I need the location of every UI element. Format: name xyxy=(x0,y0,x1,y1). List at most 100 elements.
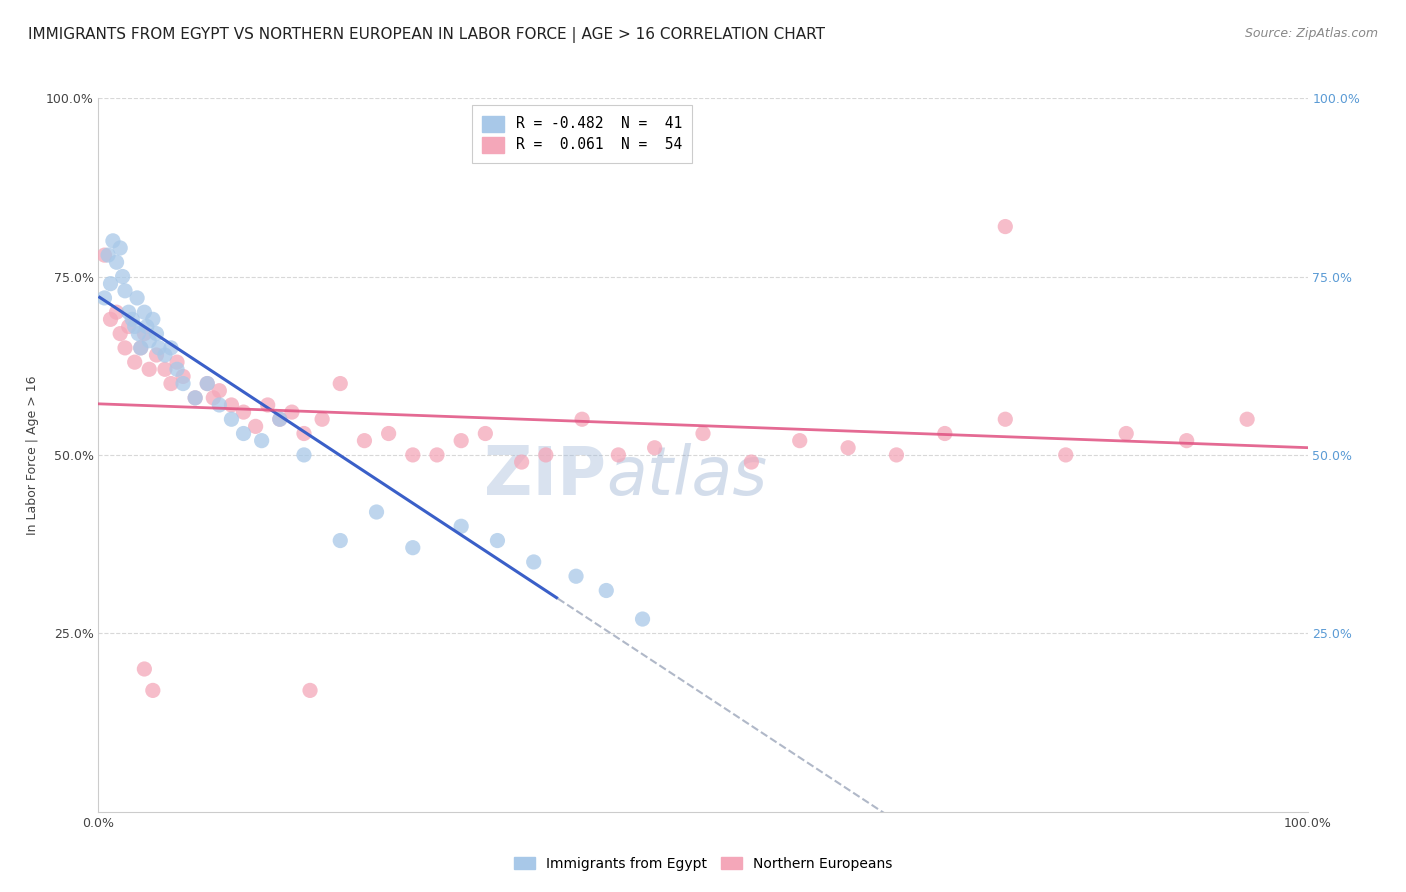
Legend: R = -0.482  N =  41, R =  0.061  N =  54: R = -0.482 N = 41, R = 0.061 N = 54 xyxy=(472,105,692,162)
Point xyxy=(166,355,188,369)
Point xyxy=(148,341,170,355)
Point xyxy=(195,376,218,391)
Point xyxy=(329,376,352,391)
Point xyxy=(292,448,315,462)
Point xyxy=(129,341,152,355)
Point xyxy=(426,448,449,462)
Point xyxy=(114,284,136,298)
Point xyxy=(377,426,399,441)
Point xyxy=(311,412,333,426)
Point xyxy=(105,305,128,319)
Point xyxy=(138,334,160,348)
Point xyxy=(269,412,291,426)
Point xyxy=(994,412,1017,426)
Point xyxy=(232,426,254,441)
Legend: Immigrants from Egypt, Northern Europeans: Immigrants from Egypt, Northern European… xyxy=(509,851,897,876)
Point xyxy=(256,398,278,412)
Point xyxy=(134,662,156,676)
Point xyxy=(124,355,146,369)
Point xyxy=(450,434,472,448)
Point xyxy=(114,341,136,355)
Point xyxy=(740,455,762,469)
Point xyxy=(994,219,1017,234)
Point xyxy=(837,441,859,455)
Y-axis label: In Labor Force | Age > 16: In Labor Force | Age > 16 xyxy=(25,376,39,534)
Point xyxy=(153,348,176,362)
Text: IMMIGRANTS FROM EGYPT VS NORTHERN EUROPEAN IN LABOR FORCE | AGE > 16 CORRELATION: IMMIGRANTS FROM EGYPT VS NORTHERN EUROPE… xyxy=(28,27,825,43)
Point xyxy=(329,533,352,548)
Point xyxy=(118,305,141,319)
Point xyxy=(160,376,183,391)
Point xyxy=(607,448,630,462)
Point xyxy=(172,376,194,391)
Point xyxy=(118,319,141,334)
Point xyxy=(142,312,165,326)
Point xyxy=(245,419,267,434)
Point xyxy=(1236,412,1258,426)
Point xyxy=(789,434,811,448)
Point xyxy=(105,255,128,269)
Point xyxy=(631,612,654,626)
Point xyxy=(195,376,218,391)
Point xyxy=(184,391,207,405)
Point xyxy=(571,412,593,426)
Point xyxy=(1054,448,1077,462)
Point xyxy=(565,569,588,583)
Point xyxy=(97,248,120,262)
Point xyxy=(402,541,425,555)
Point xyxy=(108,241,131,255)
Point xyxy=(208,384,231,398)
Point xyxy=(934,426,956,441)
Point xyxy=(145,348,167,362)
Point xyxy=(269,412,291,426)
Point xyxy=(1175,434,1198,448)
Point xyxy=(692,426,714,441)
Point xyxy=(281,405,304,419)
Point xyxy=(111,269,134,284)
Point xyxy=(138,362,160,376)
Point xyxy=(93,248,115,262)
Point xyxy=(127,291,149,305)
Point xyxy=(886,448,908,462)
Point xyxy=(221,398,243,412)
Point xyxy=(127,326,149,341)
Point xyxy=(523,555,546,569)
Point xyxy=(121,312,143,326)
Text: Source: ZipAtlas.com: Source: ZipAtlas.com xyxy=(1244,27,1378,40)
Point xyxy=(595,583,617,598)
Point xyxy=(1115,426,1137,441)
Point xyxy=(134,326,156,341)
Point xyxy=(474,426,496,441)
Point xyxy=(250,434,273,448)
Point xyxy=(366,505,388,519)
Point xyxy=(292,426,315,441)
Point xyxy=(142,683,165,698)
Point xyxy=(153,362,176,376)
Point xyxy=(402,448,425,462)
Point xyxy=(299,683,322,698)
Point xyxy=(644,441,666,455)
Point xyxy=(232,405,254,419)
Point xyxy=(145,326,167,341)
Text: ZIP: ZIP xyxy=(484,443,606,509)
Point xyxy=(221,412,243,426)
Point xyxy=(93,291,115,305)
Point xyxy=(166,362,188,376)
Point xyxy=(486,533,509,548)
Point xyxy=(534,448,557,462)
Point xyxy=(134,305,156,319)
Point xyxy=(450,519,472,533)
Point xyxy=(202,391,225,405)
Point xyxy=(160,341,183,355)
Point xyxy=(108,326,131,341)
Point xyxy=(100,277,122,291)
Text: atlas: atlas xyxy=(606,443,768,509)
Point xyxy=(510,455,533,469)
Point xyxy=(353,434,375,448)
Point xyxy=(100,312,122,326)
Point xyxy=(184,391,207,405)
Point xyxy=(172,369,194,384)
Point xyxy=(124,319,146,334)
Point xyxy=(129,341,152,355)
Point xyxy=(135,319,157,334)
